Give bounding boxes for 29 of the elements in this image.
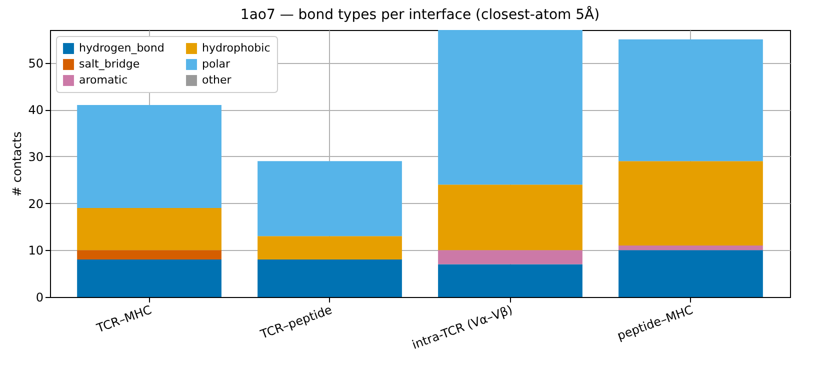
legend-label: polar bbox=[202, 58, 231, 70]
bar bbox=[438, 264, 582, 297]
bar bbox=[258, 260, 402, 297]
chart-title: 1ao7 — bond types per interface (closest-atom 5Å) bbox=[240, 6, 600, 23]
bar bbox=[77, 104, 222, 208]
bar bbox=[618, 161, 763, 246]
bar bbox=[258, 161, 402, 236]
y-tick-label: 40 bbox=[28, 103, 44, 118]
legend-label: salt_bridge bbox=[79, 58, 140, 70]
y-tick-label: 50 bbox=[28, 56, 44, 70]
y-tick-label: 20 bbox=[28, 196, 44, 211]
y-tick-label: 30 bbox=[28, 150, 44, 164]
bar bbox=[77, 208, 222, 250]
y-tick-label: 10 bbox=[28, 244, 44, 258]
y-tick-label: 0 bbox=[36, 290, 44, 304]
bar bbox=[438, 184, 582, 250]
bar bbox=[618, 245, 763, 250]
legend-label: hydrophobic bbox=[202, 42, 270, 55]
bar bbox=[438, 30, 582, 185]
bar bbox=[618, 250, 763, 297]
y-axis-title: # contacts bbox=[10, 131, 24, 197]
legend-label: aromatic bbox=[79, 74, 128, 86]
bar bbox=[77, 260, 222, 297]
bar bbox=[618, 39, 763, 162]
bar bbox=[438, 250, 582, 264]
bar bbox=[77, 250, 222, 260]
legend-label: hydrogen_bond bbox=[79, 42, 164, 55]
legend-label: other bbox=[202, 74, 232, 86]
bar bbox=[258, 236, 402, 260]
